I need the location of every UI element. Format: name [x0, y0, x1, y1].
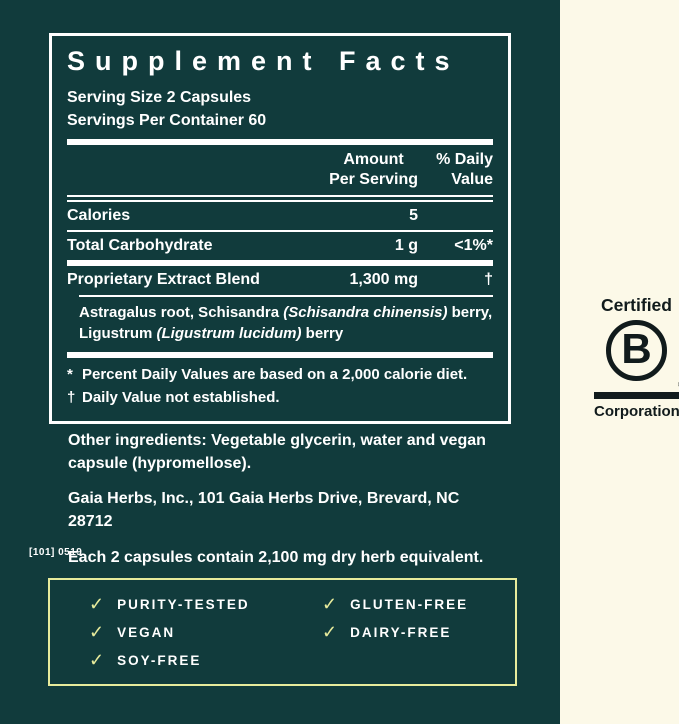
blend-line-1: Astragalus root, Schisandra (Schisandra … [79, 303, 493, 321]
footnote-not-established: † Daily Value not established. [67, 387, 493, 410]
blend-ingredients: Astragalus root, Schisandra (Schisandra … [79, 297, 493, 353]
footnote-text: Percent Daily Values are based on a 2,00… [82, 366, 468, 384]
badge-soy-free: ✓ SOY-FREE [89, 651, 322, 669]
row-amount: 5 [409, 207, 418, 225]
header-amount-line2: Per Serving [329, 171, 418, 189]
check-icon: ✓ [322, 622, 340, 642]
badge-label: DAIRY-FREE [350, 624, 452, 640]
latin-name: (Ligustrum lucidum) [156, 325, 302, 343]
table-row-carbohydrate: Total Carbohydrate 1 g <1%* [67, 232, 493, 260]
badge-dairy-free: ✓ DAIRY-FREE [322, 623, 468, 641]
header-daily-line1: % Daily [436, 151, 493, 169]
row-amount: 1 g [394, 237, 418, 255]
latin-name: (Schisandra chinensis) [283, 303, 448, 321]
registered-trademark-symbol: ® [678, 382, 679, 389]
asterisk-marker: * [67, 366, 73, 384]
thin-rule-indented [79, 294, 493, 297]
b-corp-letter: B [621, 325, 652, 373]
row-daily-value: † [484, 271, 493, 289]
check-icon: ✓ [89, 650, 107, 670]
label-panel: Supplement Facts Serving Size 2 Capsules… [0, 0, 560, 724]
serving-info: Serving Size 2 Capsules Servings Per Con… [67, 86, 493, 132]
supplement-facts-title: Supplement Facts [67, 46, 460, 76]
additional-info: Other ingredients: Vegetable glycerin, w… [68, 430, 492, 570]
other-ingredients: Other ingredients: Vegetable glycerin, w… [68, 432, 486, 472]
row-daily-value: <1%* [454, 237, 493, 255]
check-icon: ✓ [89, 622, 107, 642]
thin-rule [67, 230, 493, 233]
row-name: Proprietary Extract Blend [67, 271, 260, 289]
header-daily-cell: % Daily Value [418, 150, 493, 190]
badge-label: SOY-FREE [117, 652, 202, 668]
b-corp-certified-text: Certified [601, 295, 672, 315]
double-rule [67, 195, 493, 203]
dagger-marker: † [67, 388, 76, 406]
header-amount-line1: Amount [343, 151, 404, 169]
serving-size: Serving Size 2 Capsules [67, 88, 252, 106]
badge-purity-tested: ✓ PURITY-TESTED [89, 595, 322, 613]
thick-rule [67, 139, 493, 146]
servings-per-container: Servings Per Container 60 [67, 111, 267, 129]
b-corp-logo: Certified B ® Corporation [594, 295, 679, 421]
b-corp-underline-bar: ® [594, 382, 679, 400]
row-amount: 1,300 mg [349, 271, 418, 289]
table-row-proprietary-blend: Proprietary Extract Blend 1,300 mg † [67, 266, 493, 294]
b-corp-corporation-text: Corporation [594, 403, 679, 421]
badge-gluten-free: ✓ GLUTEN-FREE [322, 595, 468, 613]
check-icon: ✓ [322, 594, 340, 614]
row-name: Total Carbohydrate [67, 237, 213, 255]
b-corp-circle-icon: B [606, 320, 667, 382]
footnotes: * Percent Daily Values are based on a 2,… [67, 364, 493, 409]
dry-herb-equivalent: Each 2 capsules contain 2,100 mg dry her… [68, 548, 484, 566]
header-amount-cell: Amount Per Serving [288, 150, 418, 190]
badges-left-column: ✓ PURITY-TESTED ✓ VEGAN ✓ SOY-FREE [89, 595, 322, 684]
footnote-daily-values: * Percent Daily Values are based on a 2,… [67, 364, 493, 387]
table-row-calories: Calories 5 [67, 202, 493, 230]
badge-label: PURITY-TESTED [117, 596, 250, 612]
row-name: Calories [67, 207, 131, 225]
quality-badges-box: ✓ PURITY-TESTED ✓ VEGAN ✓ SOY-FREE ✓ GLU… [48, 578, 517, 686]
table-header-row: Amount Per Serving % Daily Value [67, 150, 493, 190]
thick-rule [67, 260, 493, 267]
lot-code: [101] 0519 [29, 547, 83, 558]
badge-label: GLUTEN-FREE [350, 596, 469, 612]
footnote-text: Daily Value not established. [82, 388, 280, 406]
badges-right-column: ✓ GLUTEN-FREE ✓ DAIRY-FREE [322, 595, 468, 684]
manufacturer-address: Gaia Herbs, Inc., 101 Gaia Herbs Drive, … [68, 490, 460, 531]
badge-vegan: ✓ VEGAN [89, 623, 322, 641]
badge-label: VEGAN [117, 624, 176, 640]
blend-line-2: Ligustrum (Ligustrum lucidum) berry [79, 325, 344, 343]
header-daily-line2: Value [451, 171, 493, 189]
supplement-facts-box: Supplement Facts Serving Size 2 Capsules… [49, 33, 511, 424]
thick-rule [67, 352, 493, 359]
check-icon: ✓ [89, 594, 107, 614]
